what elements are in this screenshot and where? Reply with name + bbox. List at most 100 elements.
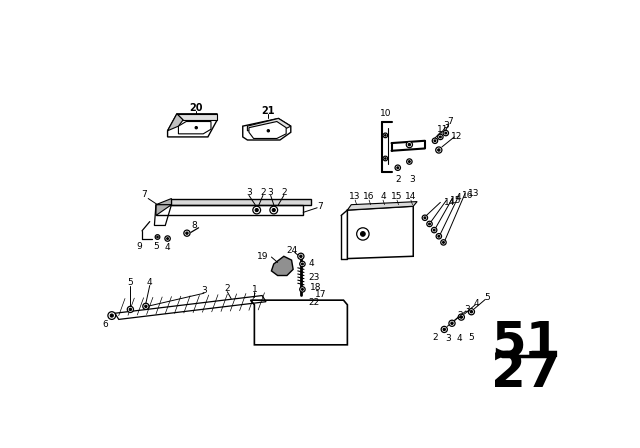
Text: 3: 3 <box>409 175 415 184</box>
Circle shape <box>356 228 369 240</box>
Circle shape <box>300 255 302 258</box>
Text: 22: 22 <box>308 298 320 307</box>
Text: 24: 24 <box>286 246 297 255</box>
Circle shape <box>165 236 170 241</box>
Circle shape <box>195 126 197 129</box>
Text: 20: 20 <box>189 103 203 112</box>
Circle shape <box>440 136 442 138</box>
Circle shape <box>441 240 446 245</box>
Text: 4: 4 <box>380 193 386 202</box>
Circle shape <box>395 165 401 170</box>
Polygon shape <box>156 198 172 215</box>
Circle shape <box>432 138 438 143</box>
Circle shape <box>143 303 149 310</box>
Text: 4: 4 <box>457 334 463 343</box>
Circle shape <box>460 316 463 318</box>
Circle shape <box>408 143 410 146</box>
Circle shape <box>267 129 269 132</box>
Circle shape <box>383 156 388 161</box>
Polygon shape <box>168 114 183 131</box>
Text: 12: 12 <box>451 132 462 141</box>
Text: 2: 2 <box>432 332 438 342</box>
Text: 4: 4 <box>308 258 314 268</box>
Text: 5: 5 <box>468 332 474 342</box>
Text: 3: 3 <box>246 188 252 197</box>
Text: 51: 51 <box>491 319 561 366</box>
Polygon shape <box>172 198 311 205</box>
Polygon shape <box>249 121 286 138</box>
Polygon shape <box>348 202 417 210</box>
Circle shape <box>433 229 435 231</box>
Text: 4: 4 <box>456 193 461 202</box>
Circle shape <box>424 217 426 219</box>
Text: 2: 2 <box>457 311 463 320</box>
Circle shape <box>255 208 259 211</box>
Text: 2: 2 <box>225 284 230 293</box>
Text: 4: 4 <box>164 242 170 251</box>
Circle shape <box>157 236 158 238</box>
Text: 14: 14 <box>405 193 417 202</box>
Text: 16: 16 <box>462 191 474 200</box>
Circle shape <box>431 228 437 233</box>
Text: 11: 11 <box>437 125 449 134</box>
Text: 1: 1 <box>252 285 257 294</box>
Circle shape <box>300 261 305 267</box>
Circle shape <box>253 206 260 214</box>
Text: 27: 27 <box>491 349 561 397</box>
Circle shape <box>470 310 472 313</box>
Circle shape <box>443 130 449 136</box>
Circle shape <box>383 133 388 138</box>
Circle shape <box>186 232 188 234</box>
Circle shape <box>385 134 386 136</box>
Text: 5: 5 <box>127 278 133 287</box>
Circle shape <box>406 142 412 148</box>
Text: 3: 3 <box>201 286 207 295</box>
Polygon shape <box>248 118 291 131</box>
Circle shape <box>360 232 365 236</box>
Circle shape <box>443 328 445 331</box>
Text: 10: 10 <box>380 109 392 118</box>
Circle shape <box>397 167 399 168</box>
Circle shape <box>298 253 304 259</box>
Text: 16: 16 <box>364 193 375 202</box>
Text: 3: 3 <box>268 188 273 197</box>
Text: 5: 5 <box>153 242 159 251</box>
Text: 7: 7 <box>317 202 323 211</box>
Circle shape <box>129 308 132 310</box>
Text: 8: 8 <box>192 221 198 230</box>
Polygon shape <box>177 114 217 120</box>
Text: 15: 15 <box>450 196 461 205</box>
Circle shape <box>441 326 447 332</box>
Text: 19: 19 <box>257 252 268 261</box>
Circle shape <box>449 320 455 326</box>
Circle shape <box>127 306 134 313</box>
Text: 13: 13 <box>468 189 480 198</box>
Text: 3: 3 <box>444 121 449 130</box>
Text: 5: 5 <box>484 293 490 302</box>
Text: 18: 18 <box>310 283 322 292</box>
Circle shape <box>184 230 190 236</box>
Text: 13: 13 <box>349 193 361 202</box>
Circle shape <box>436 233 442 239</box>
Circle shape <box>434 140 436 142</box>
Text: 15: 15 <box>391 193 403 202</box>
Circle shape <box>300 287 305 292</box>
Text: 3: 3 <box>445 334 451 343</box>
Circle shape <box>436 147 442 153</box>
Circle shape <box>458 314 465 320</box>
Text: 17: 17 <box>315 290 326 299</box>
Circle shape <box>155 235 160 239</box>
Text: 2: 2 <box>260 188 266 197</box>
Circle shape <box>406 159 412 164</box>
Polygon shape <box>179 121 211 134</box>
Circle shape <box>451 322 453 324</box>
Polygon shape <box>271 256 293 276</box>
Text: 4: 4 <box>147 278 152 287</box>
Circle shape <box>442 241 444 243</box>
Text: 4: 4 <box>474 299 479 308</box>
Circle shape <box>108 312 116 319</box>
Text: 14: 14 <box>444 198 455 207</box>
Text: 2: 2 <box>395 175 401 184</box>
Circle shape <box>422 215 428 220</box>
Circle shape <box>301 263 303 265</box>
